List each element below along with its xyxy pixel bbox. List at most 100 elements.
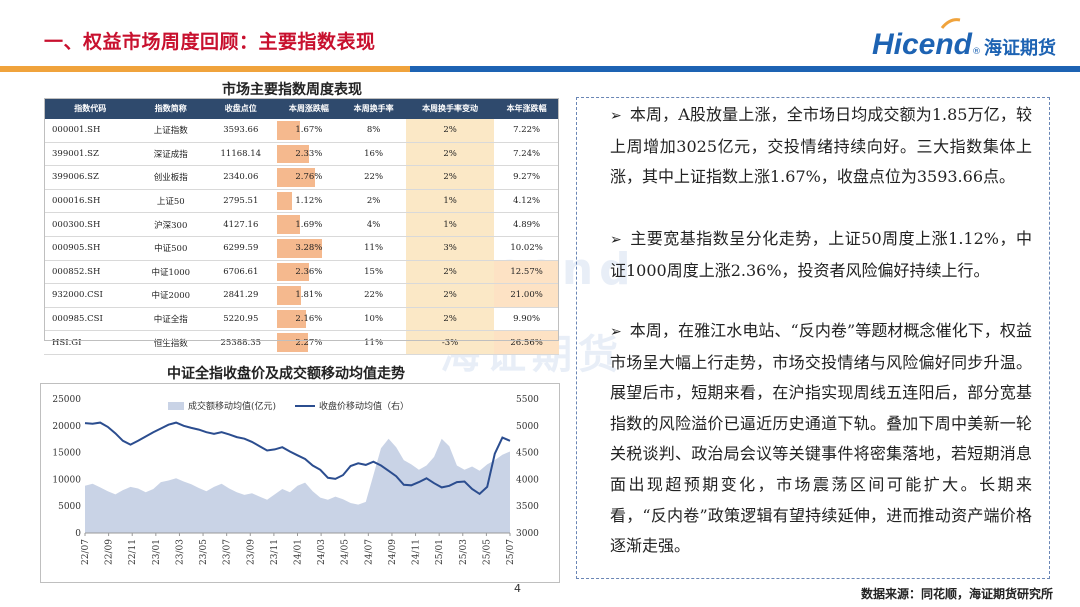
- y-right-tick-label: 3000: [516, 529, 539, 539]
- table-cell: 3.28%: [276, 236, 342, 261]
- table-cell: 上证50: [136, 189, 206, 214]
- table-header-cell: 本周涨跌幅: [276, 98, 342, 119]
- x-tick-label: 24/07: [364, 539, 374, 565]
- weekly-change-value: 2.76%: [295, 172, 323, 183]
- table-cell: 21.00%: [494, 283, 559, 308]
- weekly-change-bar: [276, 168, 315, 187]
- weekly-change-value: 1.12%: [295, 196, 323, 207]
- bullet-arrow-icon: ➢: [610, 108, 622, 124]
- y-right-tick-label: 5500: [516, 395, 539, 405]
- weekly-change-value: 2.33%: [295, 148, 323, 159]
- x-tick-label: 23/05: [199, 539, 209, 565]
- header-divider-orange: [0, 66, 410, 72]
- logo-english: Hicend: [871, 28, 972, 61]
- table-cell: 22%: [341, 283, 406, 308]
- weekly-change-bar: [276, 215, 300, 234]
- table-cell: 中证1000: [136, 260, 206, 285]
- table-cell: 22%: [341, 165, 406, 190]
- y-left-tick-label: 25000: [52, 395, 81, 405]
- legend-turnover-label: 成交额移动均值(亿元): [188, 400, 276, 412]
- table-cell: 2340.06: [205, 165, 277, 190]
- table-cell: 2%: [405, 142, 495, 167]
- table-header-cell: 收盘点位: [205, 98, 277, 119]
- y-right-tick-label: 5000: [516, 422, 539, 432]
- table-cell: 中证2000: [136, 283, 206, 308]
- table-cell: 2.76%: [276, 165, 342, 190]
- table-header-cell: 本年涨跌幅: [494, 98, 559, 119]
- table-row: 000001.SH 上证指数 3593.66 1.67% 8% 2% 7.22%: [44, 119, 559, 143]
- table-cell: 4.89%: [494, 212, 559, 237]
- table-cell: 9.90%: [494, 307, 559, 332]
- table-cell: 7.24%: [494, 142, 559, 167]
- table-cell: 2%: [405, 260, 495, 285]
- x-tick-label: 25/01: [435, 539, 445, 565]
- x-tick-label: 23/01: [152, 539, 162, 565]
- weekly-change-value: 1.81%: [295, 290, 323, 301]
- table-header-cell: 本周换手率变动: [405, 98, 495, 119]
- weekly-change-bar: [276, 121, 300, 140]
- weekly-change-bar: [276, 286, 302, 305]
- table-cell: 10.02%: [494, 236, 559, 261]
- table-cell: 2795.51: [205, 189, 277, 214]
- page-number: 4: [514, 582, 521, 595]
- chart-frame: [40, 383, 560, 583]
- table-cell: 15%: [341, 260, 406, 285]
- table-cell: 创业板指: [136, 165, 206, 190]
- x-tick-label: 24/09: [388, 539, 398, 565]
- table-cell: 1.67%: [276, 119, 342, 143]
- table-cell: 2%: [405, 165, 495, 190]
- logo-registered-mark: ®: [972, 47, 981, 57]
- table-cell: HSI.GI: [44, 330, 137, 355]
- y-left-tick-label: 20000: [52, 422, 81, 432]
- x-tick-label: 22/09: [105, 539, 115, 565]
- table-cell: 2%: [405, 119, 495, 143]
- table-cell: 4%: [341, 212, 406, 237]
- x-tick-label: 22/11: [128, 539, 138, 565]
- y-right-tick-label: 4000: [516, 475, 539, 485]
- legend-close-label: 收盘价移动均值（右）: [319, 400, 409, 412]
- table-row: 000905.SH 中证500 6299.59 3.28% 11% 3% 10.02%: [44, 236, 559, 261]
- x-tick-label: 22/07: [81, 539, 91, 565]
- table-cell: 000016.SH: [44, 189, 137, 214]
- table-cell: 12.57%: [494, 260, 559, 285]
- table-cell: 000300.SH: [44, 212, 137, 237]
- table-cell: 2841.29: [205, 283, 277, 308]
- logo-chinese: 海证期货: [984, 38, 1056, 59]
- table-cell: 10%: [341, 307, 406, 332]
- x-tick-label: 23/09: [246, 539, 256, 565]
- table-cell: 932000.CSI: [44, 283, 137, 308]
- table-cell: 2%: [341, 189, 406, 214]
- y-left-tick-label: 5000: [58, 502, 81, 512]
- paragraph-1-text: 本周，A股放量上涨，全市场日均成交额为1.85万亿，较上周增加3025亿元，交投…: [610, 105, 1032, 187]
- table-cell: 2%: [405, 307, 495, 332]
- table-cell: 8%: [341, 119, 406, 143]
- table-header-cell: 本周换手率: [341, 98, 406, 119]
- table-cell: 000852.SH: [44, 260, 137, 285]
- table-cell: 3%: [405, 236, 495, 261]
- table-cell: 2.16%: [276, 307, 342, 332]
- table-row: 000985.CSI 中证全指 5220.95 2.16% 10% 2% 9.90%: [44, 307, 559, 332]
- table-cell: 000905.SH: [44, 236, 137, 261]
- table-cell: 上证指数: [136, 119, 206, 143]
- table-cell: 1%: [405, 189, 495, 214]
- table-cell: 1.12%: [276, 189, 342, 214]
- weekly-change-value: 1.69%: [295, 219, 323, 230]
- table-cell: 1%: [405, 212, 495, 237]
- table-row: 000300.SH 沪深300 4127.16 1.69% 4% 1% 4.89%: [44, 212, 559, 237]
- x-tick-label: 25/03: [459, 539, 469, 565]
- chart-title: 中证全指收盘价及成交额移动均值走势: [167, 366, 405, 382]
- turnover-close-chart: 0 5000 10000 15000 20000 25000 3000 3500 4000 450…: [52, 395, 539, 565]
- table-cell: 沪深300: [136, 212, 206, 237]
- x-tick-label: 24/01: [294, 539, 304, 565]
- bullet-arrow-icon: ➢: [610, 232, 622, 248]
- weekly-change-bar: [276, 144, 309, 164]
- table-cell: 4127.16: [205, 212, 277, 237]
- weekly-change-bar: [276, 238, 322, 258]
- x-tick-label: 24/03: [317, 539, 327, 565]
- table-cell: 26.56%: [494, 330, 559, 355]
- logo-swoosh-icon: [940, 18, 961, 29]
- table-header-cell: 指数简称: [136, 98, 206, 119]
- y-right-tick-label: 4500: [516, 449, 539, 459]
- data-source: 数据来源：同花顺，海证期货研究所: [860, 587, 1053, 601]
- weekly-change-bar: [276, 191, 292, 211]
